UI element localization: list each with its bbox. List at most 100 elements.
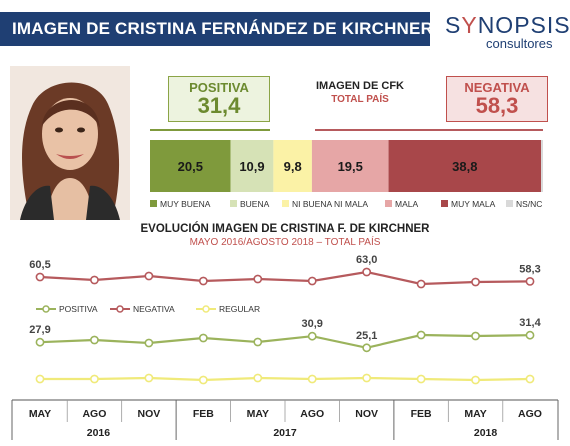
data-label-4: 30,9 <box>302 318 323 330</box>
bar-segment-2 <box>273 140 312 192</box>
logo-part-3: NOPSIS <box>477 12 570 38</box>
bar-segment-1 <box>230 140 274 192</box>
x-tick-label-5: AGO <box>300 408 324 420</box>
legend-label-3: MALA <box>395 199 418 209</box>
x-tick-label-7: FEB <box>411 408 432 420</box>
positive-label: POSITIVA <box>189 80 249 95</box>
synopsis-logo: SYNOPSIS <box>445 12 570 39</box>
year-label-1: 2017 <box>273 427 297 439</box>
x-tick-label-9: AGO <box>518 408 542 420</box>
series-point-0-0 <box>35 272 45 282</box>
x-tick-label-3: FEB <box>193 408 214 420</box>
stacked-bar-chart: 20,5 10,9 9,8 19,5 38,8 MUY BUENA BUENA NI BUE… <box>150 129 543 209</box>
bar-segment-0 <box>150 140 231 192</box>
series-point-1-3 <box>198 333 208 343</box>
series-point-0-2 <box>144 271 154 281</box>
legend-swatch-5 <box>506 200 513 207</box>
legend-label-5: NS/NC <box>516 199 542 209</box>
series-point-1-2 <box>144 338 154 348</box>
series-point-0-3 <box>198 276 208 286</box>
series-line-regular <box>40 376 531 382</box>
series-point-1-9 <box>525 330 535 340</box>
series-point-1-5 <box>307 331 317 341</box>
series-point-2-5 <box>307 374 317 384</box>
legend-swatch-3 <box>385 200 392 207</box>
series-point-0-5 <box>307 276 317 286</box>
data-label-5: 25,1 <box>356 330 377 342</box>
series-point-2-9 <box>525 374 535 384</box>
x-tick-label-6: NOV <box>355 408 378 420</box>
bar-segment-label-4: 38,8 <box>452 159 477 174</box>
line-legend-marker-0 <box>42 305 50 313</box>
logo-part-1: S <box>445 12 462 38</box>
summary-title: IMAGEN DE CFK <box>316 80 404 92</box>
series-point-0-6 <box>362 267 372 277</box>
series-line-negativa <box>39 270 531 286</box>
bar-segment-4 <box>388 140 542 192</box>
legend-label-4: MUY MALA <box>451 199 496 209</box>
positive-summary-box <box>168 76 270 122</box>
series-point-1-0 <box>35 337 45 347</box>
bar-segment-label-3: 19,5 <box>338 159 363 174</box>
series-line-positiva <box>39 333 531 349</box>
portrait-illustration <box>10 66 130 220</box>
positive-value: 31,4 <box>197 93 241 118</box>
legend-label-1: BUENA <box>240 199 270 209</box>
line-legend-marker-2 <box>202 305 210 313</box>
legend-swatch-4 <box>441 200 448 207</box>
negative-value: 58,3 <box>475 93 519 118</box>
data-label-6: 31,4 <box>519 317 541 329</box>
series-point-2-3 <box>198 375 208 385</box>
bar-segment-label-1: 10,9 <box>239 159 264 174</box>
legend-label-0: MUY BUENA <box>160 199 211 209</box>
series-point-1-8 <box>471 331 480 341</box>
legend-swatch-1 <box>230 200 237 207</box>
line-legend-label-2: REGULAR <box>219 304 260 314</box>
logo-part-2: Y <box>461 12 478 38</box>
series-point-0-1 <box>90 275 99 285</box>
series-point-2-0 <box>35 374 45 384</box>
data-label-2: 58,3 <box>519 263 540 275</box>
bar-segment-3 <box>311 140 389 192</box>
series-point-2-4 <box>253 373 263 383</box>
x-tick-label-1: AGO <box>82 408 106 420</box>
x-tick-label-0: MAY <box>29 408 51 420</box>
portrait-photo <box>10 66 130 220</box>
negative-label: NEGATIVA <box>464 80 530 95</box>
logo-subtitle: consultores <box>486 36 553 51</box>
bar-segment-label-2: 9,8 <box>284 159 302 174</box>
series-point-1-1 <box>90 335 99 345</box>
series-point-2-7 <box>416 374 426 384</box>
series-point-2-1 <box>90 374 99 384</box>
data-label-0: 60,5 <box>29 259 50 271</box>
legend-swatch-0 <box>150 200 157 207</box>
negative-summary-box <box>446 76 548 122</box>
page-title: IMAGEN DE CRISTINA FERNÁNDEZ DE KIRCHNER <box>12 19 434 38</box>
data-label-3: 27,9 <box>29 324 50 336</box>
series-point-2-2 <box>144 373 154 383</box>
line-chart-subtitle: MAYO 2016/AGOSTO 2018 – TOTAL PAÍS <box>189 237 381 248</box>
x-tick-label-2: NOV <box>138 408 161 420</box>
series-point-1-4 <box>253 337 263 347</box>
bar-segment-label-0: 20,5 <box>178 159 203 174</box>
line-legend-marker-1 <box>116 305 124 313</box>
series-point-0-4 <box>253 274 263 284</box>
series-point-1-6 <box>362 343 372 353</box>
series-point-0-8 <box>471 277 480 287</box>
line-legend-label-1: NEGATIVA <box>133 304 175 314</box>
series-point-0-9 <box>525 276 535 286</box>
line-legend-label-0: POSITIVA <box>59 304 98 314</box>
data-label-1: 63,0 <box>356 254 377 266</box>
x-tick-label-4: MAY <box>247 408 269 420</box>
header-bar <box>0 12 430 46</box>
year-label-2: 2018 <box>474 427 498 439</box>
legend-swatch-2 <box>282 200 289 207</box>
x-tick-label-8: MAY <box>464 408 486 420</box>
series-point-2-6 <box>362 373 372 383</box>
bar-segment-5 <box>541 140 543 192</box>
series-point-2-8 <box>471 375 480 385</box>
series-point-0-7 <box>416 279 426 289</box>
header-arrow <box>400 12 422 46</box>
year-label-0: 2016 <box>87 427 111 439</box>
summary-subtitle: TOTAL PAÍS <box>331 94 389 105</box>
